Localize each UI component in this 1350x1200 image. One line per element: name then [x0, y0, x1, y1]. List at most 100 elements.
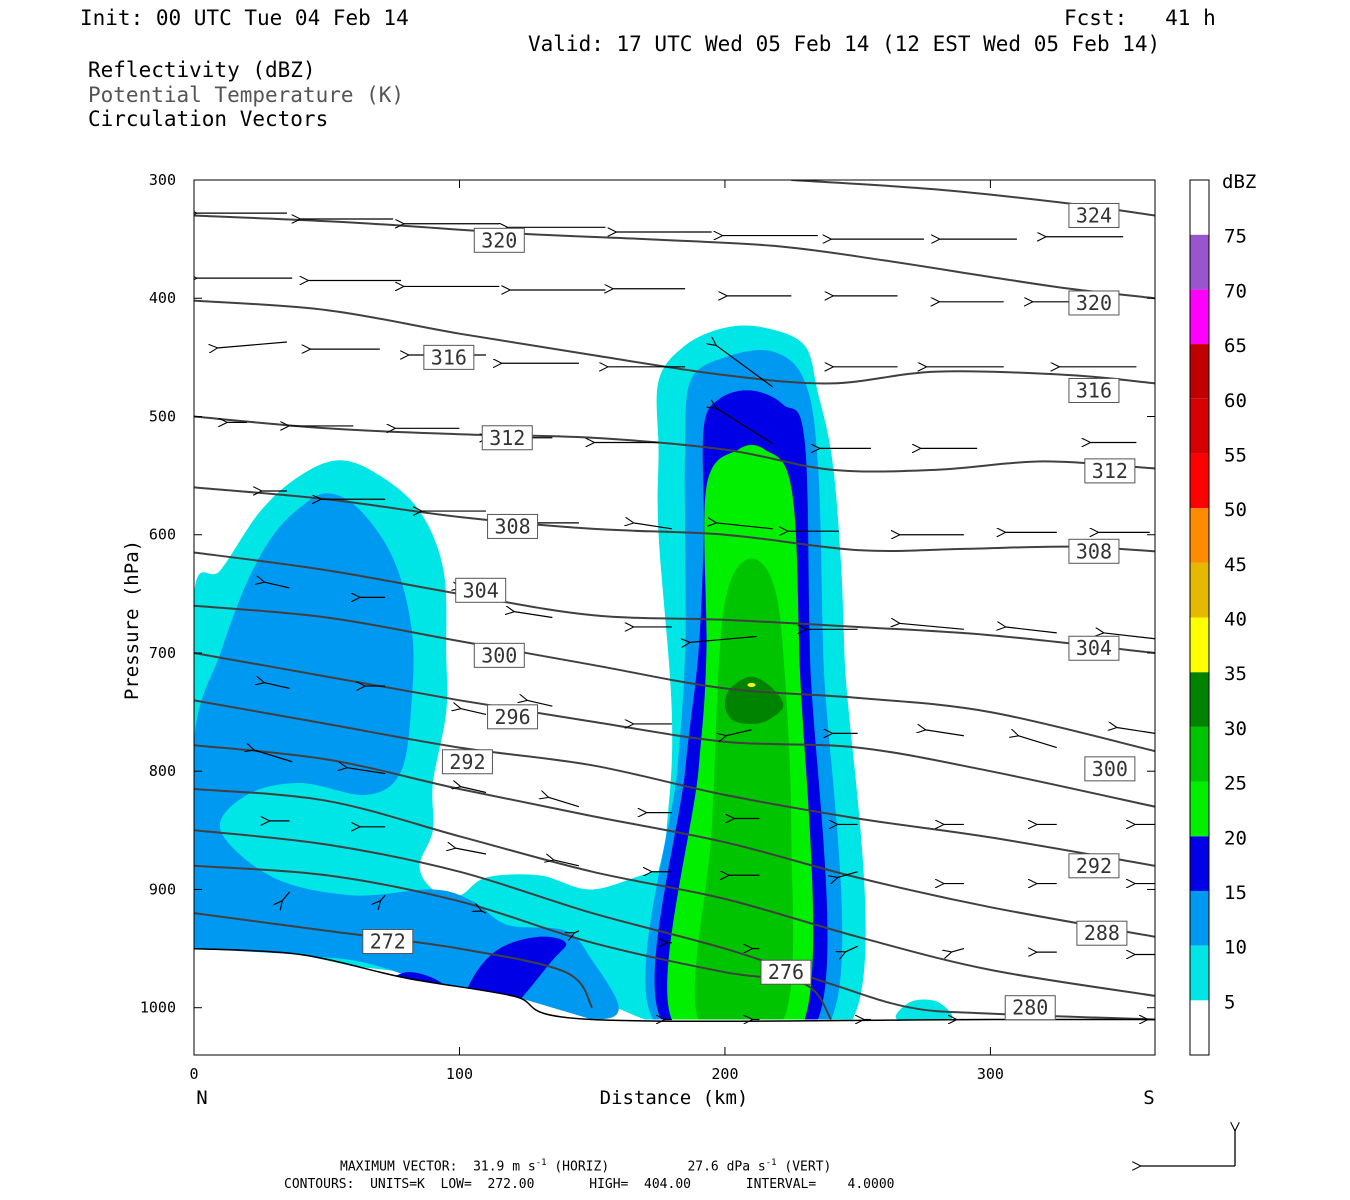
colorbar-level-label: 70 [1224, 280, 1247, 302]
contour-label-text: 324 [1076, 203, 1112, 227]
terrain-surface-line [194, 947, 1155, 1023]
colorbar-level-label: 20 [1224, 827, 1247, 849]
contour-label-text: 276 [768, 960, 804, 984]
circulation-vector [925, 730, 964, 737]
circulation-vector [460, 708, 487, 716]
valid-time: Valid: 17 UTC Wed 05 Feb 14 (12 EST Wed … [528, 32, 1161, 56]
reflectivity-25dbz-region [694, 558, 794, 1044]
circulation-vector [716, 345, 774, 388]
colorbar-level-label: 10 [1224, 937, 1247, 959]
axes: 300 400 500 600 700 800 900 1000 0 100 200 300 [140, 171, 1155, 1083]
reflectivity-30dbz-region [724, 676, 784, 724]
colorbar-level-label: 30 [1224, 718, 1247, 740]
contour-label-box [362, 928, 414, 954]
theta-contour-304 [194, 551, 1155, 654]
contour-label-text: 316 [431, 345, 467, 369]
circulation-vector [725, 729, 752, 736]
theta-contour-316 [194, 299, 1155, 385]
contour-label-box [1068, 538, 1120, 564]
colorbar-level-label: 15 [1224, 882, 1247, 904]
colorbar-level-label: 60 [1224, 390, 1247, 412]
contour-label-box [1068, 853, 1120, 879]
circulation-vector [1005, 627, 1057, 634]
circulation-vector [282, 891, 291, 902]
x-tick-label: 300 [977, 1065, 1004, 1083]
max-vector-vert: 27.6 dPa s [687, 1159, 766, 1175]
circulation-vector [837, 871, 858, 878]
contour-label-text: 308 [495, 514, 531, 538]
contour-label-316: 316 [1068, 377, 1120, 403]
y-axis-label: Pressure (hPa) [121, 540, 143, 700]
circulation-vector [481, 911, 487, 914]
contour-label-box [1068, 290, 1120, 316]
theta-contour-284 [194, 788, 1155, 997]
y-tick-label: 600 [149, 526, 176, 544]
init-time: Init: 00 UTC Tue 04 Feb 14 [80, 6, 409, 30]
contour-label-320: 320 [1068, 290, 1120, 316]
y-tick-label: 300 [149, 171, 176, 189]
contour-label-text: 312 [1092, 459, 1128, 483]
endpoint-right: S [1143, 1087, 1154, 1109]
contour-label-308: 308 [1068, 538, 1120, 564]
horiz-tag: (HORIZ) [554, 1159, 610, 1175]
endpoint-left: N [196, 1087, 207, 1109]
contour-label-300: 300 [473, 642, 525, 668]
contour-label-text: 288 [1084, 921, 1120, 945]
contour-label-box [760, 959, 812, 985]
x-tick-label: 200 [711, 1065, 738, 1083]
theta-contour-280 [194, 829, 1155, 1021]
contour-label-box [487, 704, 539, 730]
field-reflectivity: Reflectivity (dBZ) [88, 58, 316, 82]
colorbar-band [1190, 781, 1209, 837]
reflectivity-10dbz-region [194, 493, 619, 1020]
contour-label-text: 312 [489, 426, 525, 450]
colorbar-level-label: 45 [1224, 554, 1247, 576]
forecast-hour: Fcst: 41 h [1064, 6, 1216, 30]
circulation-vector [264, 682, 290, 690]
contour-label-box [441, 749, 493, 775]
contour-label-box [1076, 920, 1128, 946]
colorbar-unit: dBZ [1222, 171, 1256, 193]
colorbar-band [1190, 890, 1209, 946]
contour-label-320: 320 [473, 227, 525, 253]
y-tick-label: 900 [149, 880, 176, 898]
reflectivity-peak-dot [747, 682, 756, 687]
circulation-vectors [196, 213, 1155, 1019]
contour-label-280: 280 [1004, 995, 1056, 1021]
contour-label-box [1068, 202, 1120, 228]
contour-label-304: 304 [1068, 635, 1120, 661]
circulation-vector [380, 894, 386, 901]
contour-label-box [455, 577, 507, 603]
circulation-vector [253, 750, 293, 763]
theta-contour-292 [194, 699, 1155, 867]
contour-label-text: 320 [1076, 291, 1112, 315]
circulation-vector [526, 700, 553, 707]
contour-label-box [1068, 635, 1120, 661]
contour-label-324: 324 [1068, 202, 1120, 228]
contour-label-312: 312 [1084, 458, 1136, 484]
colorbar: 5 10 15 20 25 30 35 40 45 50 55 60 65 70 75 dBZ [1189, 171, 1256, 1056]
contour-label-292: 292 [1068, 853, 1120, 879]
contour-label-304: 304 [455, 577, 507, 603]
circulation-vector [264, 582, 290, 589]
max-vector-label: MAXIMUM VECTOR: [340, 1159, 458, 1175]
x-tick-label: 0 [189, 1065, 198, 1083]
circulation-vector [1116, 727, 1155, 734]
circulation-vector [574, 930, 580, 933]
contour-label-box [473, 642, 525, 668]
contour-label-text: 272 [370, 929, 406, 953]
contour-label-text: 316 [1076, 378, 1112, 402]
contour-label-300: 300 [1084, 756, 1136, 782]
colorbar-level-label: 5 [1224, 991, 1235, 1013]
contour-label-312: 312 [481, 425, 533, 451]
colorbar-band [1190, 562, 1209, 618]
contour-label-box [473, 227, 525, 253]
contour-label-box [1084, 756, 1136, 782]
contour-label-308: 308 [487, 513, 539, 539]
below-ground-mask [194, 948, 1155, 1055]
y-tick-label: 500 [149, 407, 176, 425]
colorbar-band [1190, 836, 1209, 891]
circulation-vector [899, 623, 964, 630]
colorbar-band [1190, 508, 1209, 563]
circulation-vector [689, 635, 757, 642]
